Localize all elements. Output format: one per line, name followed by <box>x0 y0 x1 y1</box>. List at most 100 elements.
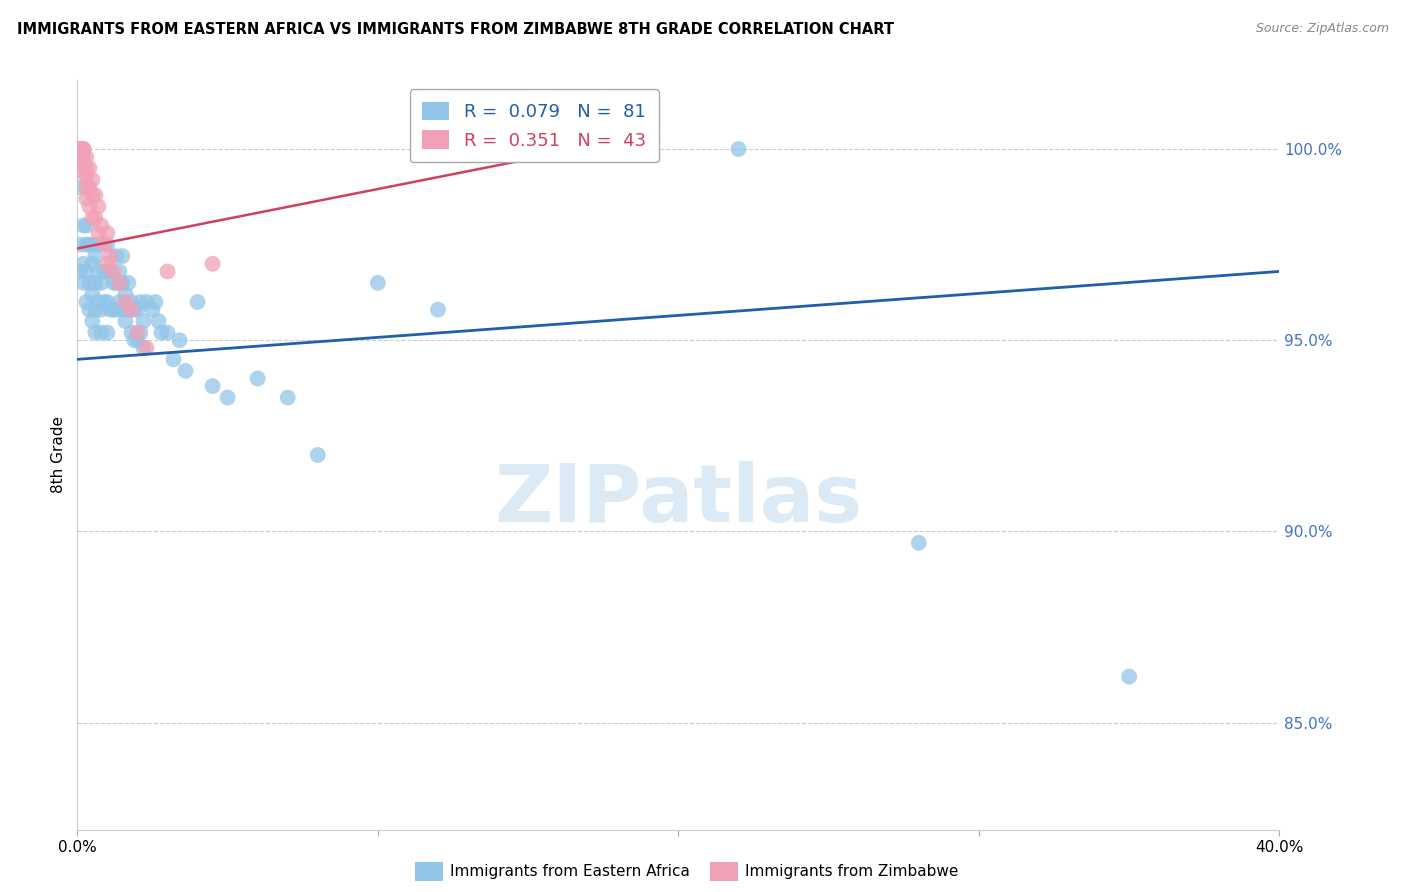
Text: Immigrants from Eastern Africa: Immigrants from Eastern Africa <box>450 864 690 879</box>
Point <box>69 142 91 156</box>
Point <box>1118 670 1140 684</box>
Text: ZIPatlas: ZIPatlas <box>495 461 862 539</box>
Point <box>79 180 101 194</box>
Point <box>135 295 157 310</box>
Point <box>69 237 91 252</box>
Point <box>72 150 94 164</box>
Point <box>727 142 749 156</box>
Point <box>100 302 122 317</box>
Point <box>186 295 209 310</box>
Point <box>84 326 107 340</box>
Point <box>69 180 91 194</box>
Point <box>72 276 94 290</box>
Point <box>124 302 146 317</box>
Point <box>90 326 112 340</box>
Point <box>72 165 94 179</box>
Point <box>127 302 149 317</box>
Point <box>72 142 94 156</box>
Point <box>120 302 142 317</box>
Point <box>114 287 136 301</box>
Point <box>93 237 115 252</box>
Point <box>169 333 191 347</box>
Point <box>84 249 107 263</box>
Point <box>307 448 329 462</box>
Point <box>96 257 118 271</box>
Point <box>174 364 197 378</box>
Point <box>84 211 107 225</box>
Point <box>82 211 104 225</box>
Point <box>108 295 131 310</box>
Point <box>87 226 110 240</box>
Point <box>82 188 104 202</box>
Point <box>117 276 139 290</box>
Point <box>82 237 104 252</box>
Point <box>75 219 97 233</box>
Point <box>82 257 104 271</box>
Point <box>79 199 101 213</box>
Point <box>90 219 112 233</box>
Point <box>75 169 97 183</box>
Point <box>72 142 94 156</box>
Point <box>82 287 104 301</box>
Point <box>96 226 118 240</box>
Point <box>84 276 107 290</box>
Point <box>129 326 152 340</box>
Point <box>87 295 110 310</box>
Point <box>72 157 94 171</box>
Point <box>156 326 179 340</box>
Point <box>82 314 104 328</box>
Point <box>87 199 110 213</box>
Text: IMMIGRANTS FROM EASTERN AFRICA VS IMMIGRANTS FROM ZIMBABWE 8TH GRADE CORRELATION: IMMIGRANTS FROM EASTERN AFRICA VS IMMIGR… <box>17 22 894 37</box>
Point <box>75 180 97 194</box>
Point <box>103 302 125 317</box>
Point <box>135 341 157 355</box>
Point <box>69 150 91 164</box>
Point <box>150 326 173 340</box>
Point <box>72 219 94 233</box>
Point <box>96 237 118 252</box>
Point <box>105 249 128 263</box>
Point <box>127 326 149 340</box>
Point <box>72 142 94 156</box>
Point <box>517 142 540 156</box>
Point <box>108 276 131 290</box>
Point <box>105 302 128 317</box>
Point <box>367 276 389 290</box>
Point <box>93 264 115 278</box>
Point <box>100 249 122 263</box>
Point <box>124 333 146 347</box>
Point <box>127 333 149 347</box>
Point <box>427 302 450 317</box>
Point <box>84 302 107 317</box>
Point <box>246 371 269 385</box>
Point <box>69 264 91 278</box>
Point <box>111 276 134 290</box>
Point <box>69 142 91 156</box>
Point <box>87 264 110 278</box>
Point <box>69 142 91 156</box>
Point <box>108 264 131 278</box>
Point <box>82 172 104 186</box>
Point <box>69 142 91 156</box>
Point <box>117 302 139 317</box>
Point <box>69 142 91 156</box>
Point <box>111 302 134 317</box>
Point <box>162 352 184 367</box>
Point <box>201 379 224 393</box>
Point <box>908 536 931 550</box>
Point <box>132 341 155 355</box>
Point <box>75 161 97 176</box>
Point <box>156 264 179 278</box>
Point <box>90 302 112 317</box>
Point <box>132 314 155 328</box>
Text: Source: ZipAtlas.com: Source: ZipAtlas.com <box>1256 22 1389 36</box>
Point <box>114 314 136 328</box>
Point <box>75 150 97 164</box>
Point <box>100 264 122 278</box>
Point <box>96 295 118 310</box>
Point <box>129 295 152 310</box>
Point <box>105 276 128 290</box>
Point <box>148 314 170 328</box>
Point <box>103 264 125 278</box>
Point <box>79 276 101 290</box>
